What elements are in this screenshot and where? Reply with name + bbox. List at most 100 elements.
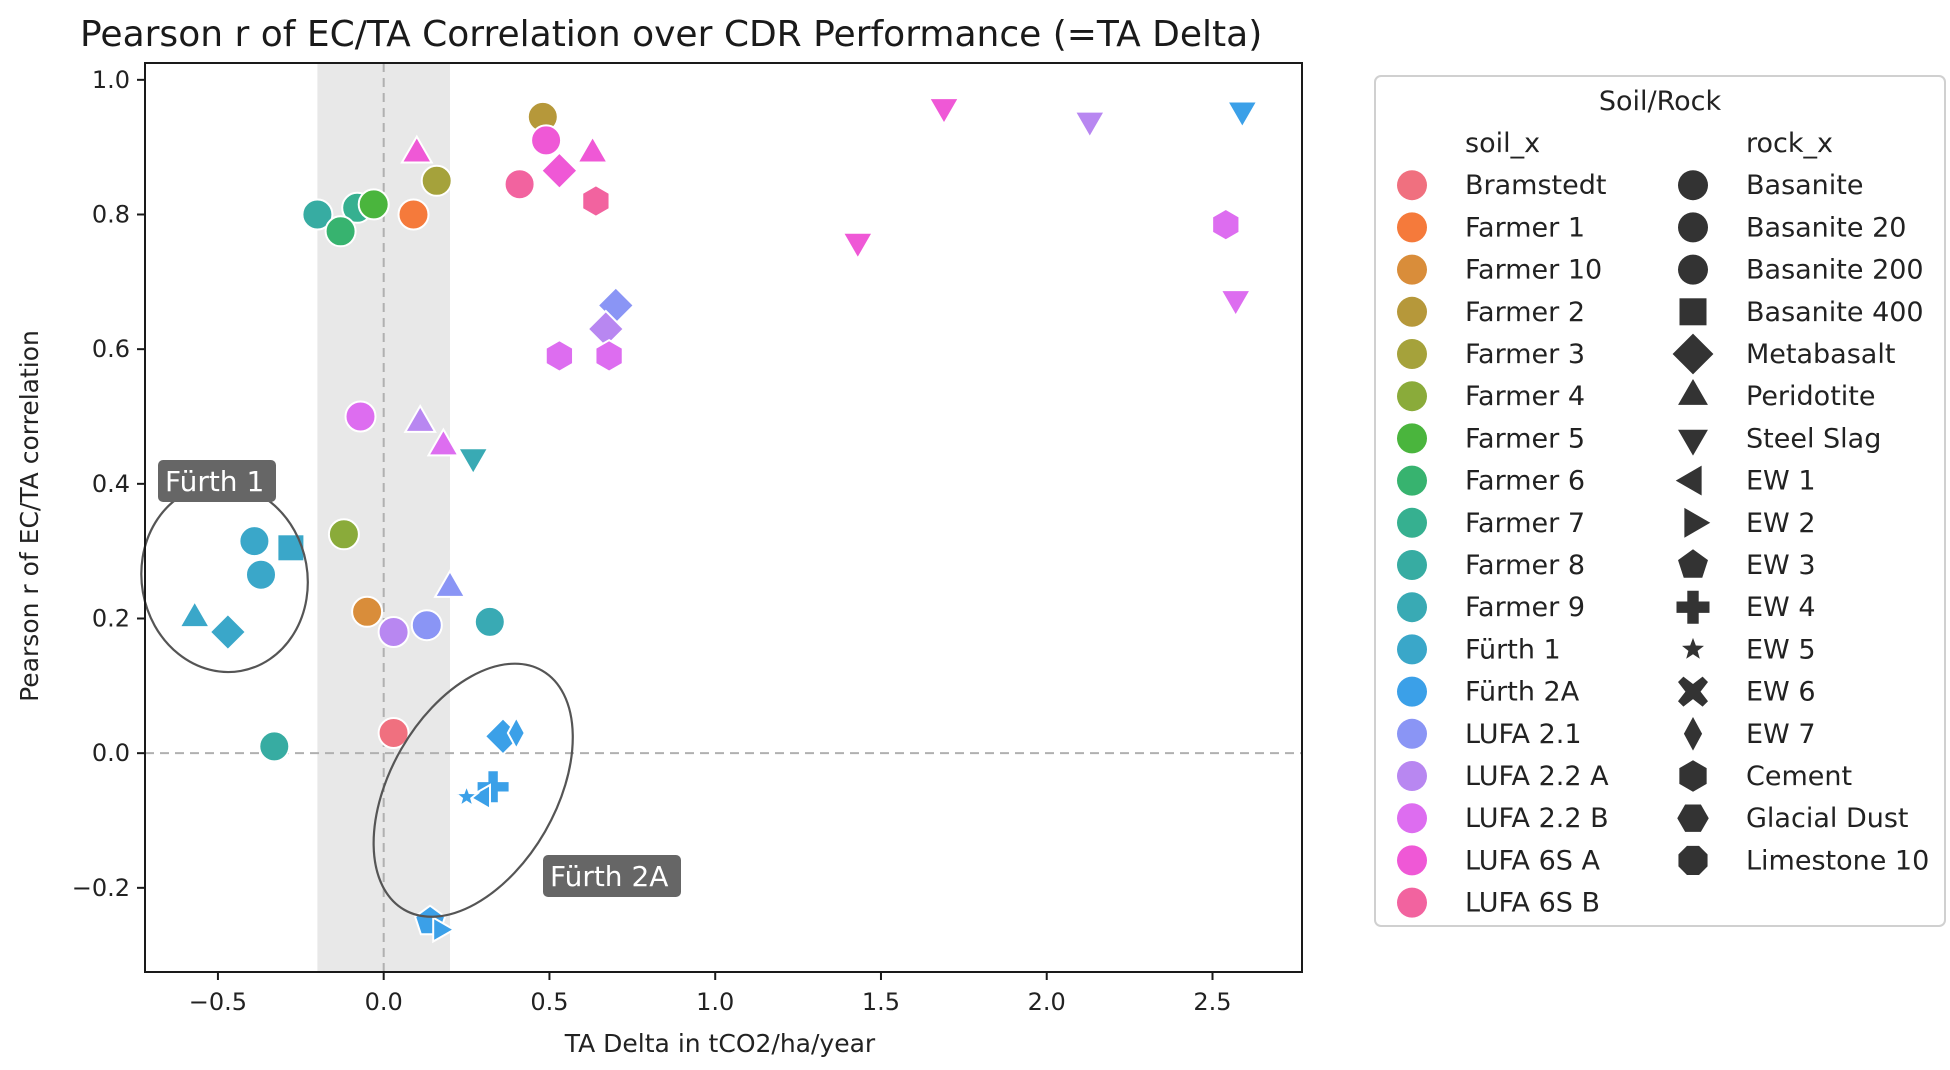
annotation-ellipse bbox=[372, 662, 574, 918]
data-point bbox=[258, 730, 291, 763]
data-point bbox=[357, 188, 390, 221]
x-tick-label: 0.0 bbox=[365, 988, 403, 1016]
legend-soil-label: Farmer 6 bbox=[1465, 466, 1585, 497]
legend-rock-label: Basanite bbox=[1746, 170, 1864, 201]
legend-soil-swatch bbox=[1397, 381, 1427, 412]
legend-soil-swatch bbox=[1397, 634, 1427, 665]
x-tick-label: 0.5 bbox=[530, 988, 568, 1016]
legend-soil-swatch bbox=[1397, 339, 1427, 369]
data-point bbox=[301, 198, 334, 231]
legend-rock-label: Limestone 10 bbox=[1746, 845, 1929, 876]
legend-rock-swatch bbox=[1678, 845, 1708, 875]
data-point bbox=[324, 215, 357, 248]
legend-soil-swatch bbox=[1397, 718, 1427, 749]
legend-rock-label: EW 7 bbox=[1746, 719, 1816, 750]
legend-rock-swatch bbox=[1675, 465, 1702, 496]
legend-rock-label: Steel Slag bbox=[1746, 423, 1881, 454]
data-point bbox=[506, 715, 526, 751]
legend-soil-swatch bbox=[1397, 465, 1427, 496]
data-point bbox=[344, 400, 377, 433]
legend-soil-label: Farmer 4 bbox=[1465, 381, 1585, 412]
data-point bbox=[1219, 289, 1253, 318]
legend-rock-swatch bbox=[1679, 298, 1707, 326]
x-tick-label: 2.5 bbox=[1193, 988, 1231, 1016]
data-point bbox=[503, 168, 536, 201]
legend-soil-swatch bbox=[1397, 212, 1427, 243]
plot-area: Fürth 1 Fürth 2A −0.5 0.0 0.5 1.0 1.5 2.0 2.5 −0.… bbox=[72, 62, 1303, 1016]
legend-rock-swatch bbox=[1672, 333, 1714, 375]
data-point bbox=[539, 151, 579, 191]
y-tick-label: 0.2 bbox=[92, 605, 130, 633]
y-tick-label: −0.2 bbox=[72, 874, 130, 902]
legend-rock-label: Metabasalt bbox=[1746, 339, 1895, 370]
legend-soil-label: Farmer 5 bbox=[1465, 423, 1585, 454]
legend: Soil/Rock soil_x Bramstedt Farmer 1 Farmer 1… bbox=[1374, 75, 1946, 927]
data-point bbox=[433, 568, 467, 598]
legend-rock-label: EW 6 bbox=[1746, 677, 1816, 708]
legend-soil-label: LUFA 2.2 B bbox=[1465, 803, 1609, 834]
legend-rock-swatch bbox=[1677, 804, 1709, 832]
legend-rock-label: Cement bbox=[1746, 761, 1852, 792]
x-tick-label: 1.5 bbox=[862, 988, 900, 1016]
data-point bbox=[581, 184, 611, 218]
legend-soil-swatch bbox=[1397, 887, 1427, 918]
legend-soil-swatch bbox=[1397, 845, 1427, 876]
legend-rock-swatch bbox=[1678, 254, 1708, 285]
data-point bbox=[475, 769, 511, 805]
data-point bbox=[530, 124, 563, 157]
legend-rock-swatch bbox=[1678, 676, 1708, 707]
legend-rock-label: Basanite 200 bbox=[1746, 255, 1924, 286]
legend-rock-label: EW 5 bbox=[1746, 634, 1816, 665]
y-axis-label: Pearson r of EC/TA correlation bbox=[15, 330, 44, 702]
legend-soil-label: Farmer 1 bbox=[1465, 212, 1585, 243]
legend-rock-swatch bbox=[1678, 429, 1708, 456]
legend-title: Soil/Rock bbox=[1599, 86, 1722, 117]
data-point bbox=[276, 533, 306, 563]
legend-rock-swatch bbox=[1676, 590, 1710, 624]
data-point bbox=[426, 427, 461, 457]
legend-soil-swatch bbox=[1397, 296, 1427, 327]
legend-soil-label: Farmer 3 bbox=[1465, 339, 1585, 370]
legend-soil-swatch bbox=[1397, 550, 1427, 580]
legend-rock-swatch bbox=[1678, 212, 1708, 243]
data-point bbox=[403, 403, 437, 433]
legend-soil-label: Farmer 10 bbox=[1465, 255, 1602, 286]
legend-soil-label: Fürth 1 bbox=[1465, 634, 1561, 665]
annotation-box bbox=[543, 855, 681, 897]
legend-soil-label: Farmer 7 bbox=[1465, 508, 1585, 539]
legend-soil-label: LUFA 6S B bbox=[1465, 888, 1600, 919]
data-point bbox=[1073, 110, 1107, 140]
data-point bbox=[456, 447, 490, 477]
legend-soil-swatch bbox=[1397, 592, 1427, 623]
legend-rock-label: Basanite 20 bbox=[1746, 212, 1906, 243]
legend-soil-label: Farmer 9 bbox=[1465, 592, 1585, 623]
legend-soil-label: Bramstedt bbox=[1465, 170, 1606, 201]
legend-rock-header: rock_x bbox=[1746, 128, 1833, 159]
x-tick-label: −0.5 bbox=[189, 988, 247, 1016]
legend-soil-label: LUFA 2.2 A bbox=[1465, 761, 1609, 792]
legend-rock-label: EW 1 bbox=[1746, 466, 1816, 497]
data-point bbox=[594, 338, 624, 373]
plot-frame bbox=[144, 62, 1303, 973]
data-point bbox=[473, 605, 506, 638]
legend-soil-swatch bbox=[1397, 423, 1427, 454]
data-point bbox=[238, 525, 271, 558]
x-axis-label: TA Delta in tCO2/ha/year bbox=[564, 1029, 876, 1058]
data-point bbox=[927, 97, 961, 127]
legend-rock-label: EW 2 bbox=[1746, 508, 1816, 539]
legend-soil-label: Farmer 2 bbox=[1465, 297, 1585, 328]
data-point bbox=[245, 558, 277, 591]
data-point bbox=[467, 783, 492, 811]
legend-soil-swatch bbox=[1397, 803, 1427, 834]
legend-soil-label: LUFA 2.1 bbox=[1465, 719, 1582, 750]
y-tick-label: 0.8 bbox=[92, 201, 130, 229]
data-point bbox=[841, 231, 875, 261]
data-point bbox=[575, 134, 610, 164]
annotation-box bbox=[158, 460, 276, 502]
legend-soil-label: Farmer 8 bbox=[1465, 550, 1585, 581]
data-point bbox=[208, 612, 248, 652]
data-point bbox=[400, 134, 434, 164]
data-point bbox=[1211, 207, 1241, 242]
data-point bbox=[397, 198, 430, 231]
